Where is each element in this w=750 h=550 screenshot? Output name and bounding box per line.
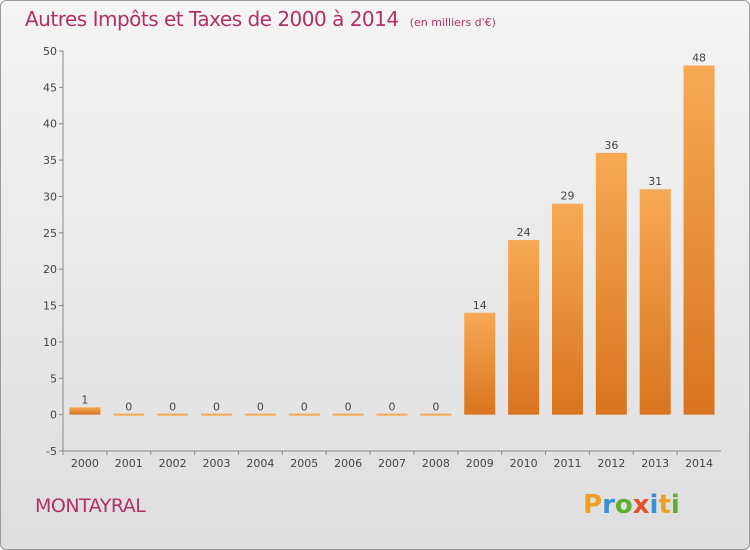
logo-letter: t (658, 490, 671, 520)
x-tick-label: 2014 (685, 457, 713, 470)
data-label: 0 (432, 401, 439, 414)
bar (551, 203, 583, 415)
bar (508, 240, 540, 415)
data-label: 0 (213, 401, 220, 414)
x-tick-label: 2004 (246, 457, 274, 470)
data-label: 0 (345, 401, 352, 414)
y-tick-label: 5 (50, 372, 57, 385)
data-label: 1 (81, 393, 88, 406)
chart-title: Autres Impôts et Taxes de 2000 à 2014 (25, 7, 399, 31)
data-label: 31 (648, 175, 662, 188)
x-tick-label: 2009 (466, 457, 494, 470)
bar (69, 407, 101, 415)
x-tick-label: 2001 (115, 457, 143, 470)
chart-unit: (en milliers d'€) (409, 16, 496, 29)
y-tick-label: -5 (46, 445, 57, 458)
y-tick-label: 45 (43, 81, 57, 94)
bar (683, 65, 715, 415)
bar (595, 152, 627, 415)
y-tick-label: 25 (43, 227, 57, 240)
x-tick-label: 2012 (597, 457, 625, 470)
data-label: 0 (389, 401, 396, 414)
x-tick-label: 2010 (510, 457, 538, 470)
x-tick-label: 2002 (159, 457, 187, 470)
data-label: 0 (125, 401, 132, 414)
bar (464, 312, 496, 415)
data-label: 36 (604, 139, 618, 152)
y-tick-label: 20 (43, 263, 57, 276)
data-label: 0 (169, 401, 176, 414)
y-tick-label: 35 (43, 154, 57, 167)
logo-letter: i (670, 490, 680, 520)
logo-letter: x (632, 490, 650, 520)
x-tick-label: 2005 (290, 457, 318, 470)
logo-letter: r (602, 490, 615, 520)
data-label: 14 (473, 299, 487, 312)
chart-title-block: Autres Impôts et Taxes de 2000 à 2014 (e… (25, 7, 496, 31)
y-tick-label: 50 (43, 45, 57, 58)
y-tick-label: 30 (43, 190, 57, 203)
data-label: 48 (692, 52, 706, 65)
x-tick-label: 2011 (553, 457, 581, 470)
logo-letter: o (614, 490, 633, 520)
x-tick-label: 2008 (422, 457, 450, 470)
town-name: MONTAYRAL (35, 495, 146, 517)
data-label: 0 (257, 401, 264, 414)
logo-letter: P (583, 490, 603, 520)
logo-letter: i (649, 490, 659, 520)
y-tick-label: 40 (43, 118, 57, 131)
y-tick-label: 15 (43, 300, 57, 313)
x-tick-label: 2000 (71, 457, 99, 470)
data-label: 0 (301, 401, 308, 414)
x-tick-label: 2006 (334, 457, 362, 470)
bar (639, 189, 671, 415)
data-label: 29 (560, 190, 574, 203)
data-label: 24 (517, 226, 531, 239)
proxiti-logo: Proxiti (583, 490, 680, 520)
x-tick-label: 2003 (203, 457, 231, 470)
y-tick-label: 0 (50, 409, 57, 422)
y-tick-label: 10 (43, 336, 57, 349)
x-tick-label: 2013 (641, 457, 669, 470)
x-tick-label: 2007 (378, 457, 406, 470)
